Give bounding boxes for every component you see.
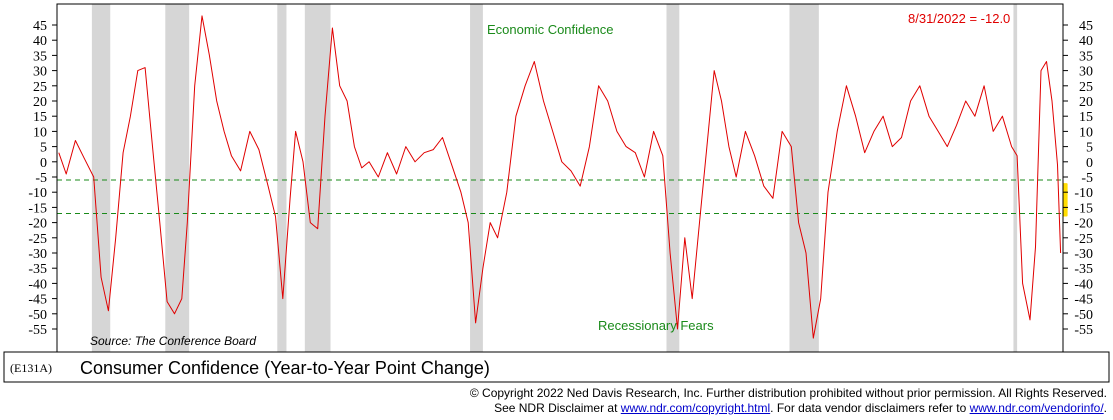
recession-band-7	[1013, 4, 1018, 352]
plot-frame	[56, 3, 1064, 353]
left-tick-label--15: -15	[28, 201, 47, 216]
left-tick-label-45: 45	[33, 19, 47, 34]
right-tick-label-5: 5	[1086, 141, 1093, 156]
annotation-recessionary-fears: Recessionary Fears	[598, 318, 714, 333]
right-tick-label--20: -20	[1074, 217, 1093, 232]
right-tick-label-0: 0	[1086, 156, 1093, 171]
grid-lines	[57, 179, 1063, 214]
left-tick-label-35: 35	[33, 49, 47, 64]
right-tick-label--45: -45	[1074, 293, 1093, 308]
left-tick-label--35: -35	[28, 262, 47, 277]
right-tick-label-10: 10	[1079, 125, 1093, 140]
right-tick-label--25: -25	[1074, 232, 1093, 247]
right-tick-label-35: 35	[1079, 49, 1093, 64]
left-axis: 454035302520151050-5-10-15-20-25-30-35-4…	[28, 19, 57, 338]
series-line-0	[58, 15, 1062, 339]
left-tick-label-30: 30	[33, 65, 47, 80]
copyright-line: © Copyright 2022 Ned Davis Research, Inc…	[470, 386, 1107, 400]
left-tick-label-20: 20	[33, 95, 47, 110]
left-tick-label--50: -50	[28, 308, 47, 323]
recession-band-5	[666, 4, 680, 352]
right-tick-label--35: -35	[1074, 262, 1093, 277]
disclaimer-prefix: See NDR Disclaimer at	[494, 401, 621, 415]
right-tick-label--55: -55	[1074, 323, 1093, 338]
disclaimer-line: See NDR Disclaimer at www.ndr.com/copyri…	[494, 401, 1107, 415]
left-tick-label-0: 0	[40, 156, 47, 171]
right-tick-label-25: 25	[1079, 80, 1093, 95]
left-tick-label--45: -45	[28, 293, 47, 308]
recession-band-2	[277, 4, 287, 352]
left-tick-label--30: -30	[28, 247, 47, 262]
right-tick-label-30: 30	[1079, 65, 1093, 80]
right-tick-label--30: -30	[1074, 247, 1093, 262]
recession-band-0	[91, 4, 111, 352]
title-box	[3, 351, 1110, 383]
right-tick-label--40: -40	[1074, 277, 1093, 292]
left-tick-label--5: -5	[35, 171, 47, 186]
source-note: Source: The Conference Board	[90, 334, 256, 348]
left-tick-label-15: 15	[33, 110, 47, 125]
vendor-suffix: .	[1103, 401, 1107, 415]
left-tick-label--10: -10	[28, 186, 47, 201]
right-tick-label-45: 45	[1079, 19, 1093, 34]
left-tick-label-25: 25	[33, 80, 47, 95]
vendor-prefix: . For data vendor disclaimers refer to	[770, 401, 970, 415]
right-tick-label--15: -15	[1074, 201, 1093, 216]
left-tick-label--20: -20	[28, 217, 47, 232]
right-tick-label-20: 20	[1079, 95, 1093, 110]
right-axis: 454035302520151050-5-10-15-20-25-30-35-4…	[1063, 19, 1093, 338]
annotation-economic-confidence: Economic Confidence	[487, 22, 613, 37]
annotation-latest-value: 8/31/2022 = -12.0	[908, 11, 1010, 26]
recession-band-3	[304, 4, 331, 352]
copyright-link[interactable]: www.ndr.com/copyright.html	[620, 401, 771, 415]
recession-bands	[91, 4, 1018, 352]
left-tick-label-5: 5	[40, 141, 47, 156]
copyright-text: © Copyright 2022 Ned Davis Research, Inc…	[469, 386, 1107, 400]
right-tick-label--10: -10	[1074, 186, 1093, 201]
right-tick-label--5: -5	[1081, 171, 1093, 186]
left-tick-label--40: -40	[28, 277, 47, 292]
latest-highlight-bar	[1062, 183, 1068, 217]
vendor-link[interactable]: www.ndr.com/vendorinfo/	[969, 401, 1104, 415]
chart-title: Consumer Confidence (Year-to-Year Point …	[80, 358, 490, 378]
left-tick-label-40: 40	[33, 34, 47, 49]
right-tick-label-40: 40	[1079, 34, 1093, 49]
recession-band-1	[165, 4, 190, 352]
series-layer	[58, 15, 1068, 339]
right-tick-label-15: 15	[1079, 110, 1093, 125]
left-tick-label--25: -25	[28, 232, 47, 247]
recession-band-4	[470, 4, 483, 352]
left-tick-label-10: 10	[33, 125, 47, 140]
chart-code: (E131A)	[10, 361, 52, 375]
right-tick-label--50: -50	[1074, 308, 1093, 323]
left-tick-label--55: -55	[28, 323, 47, 338]
